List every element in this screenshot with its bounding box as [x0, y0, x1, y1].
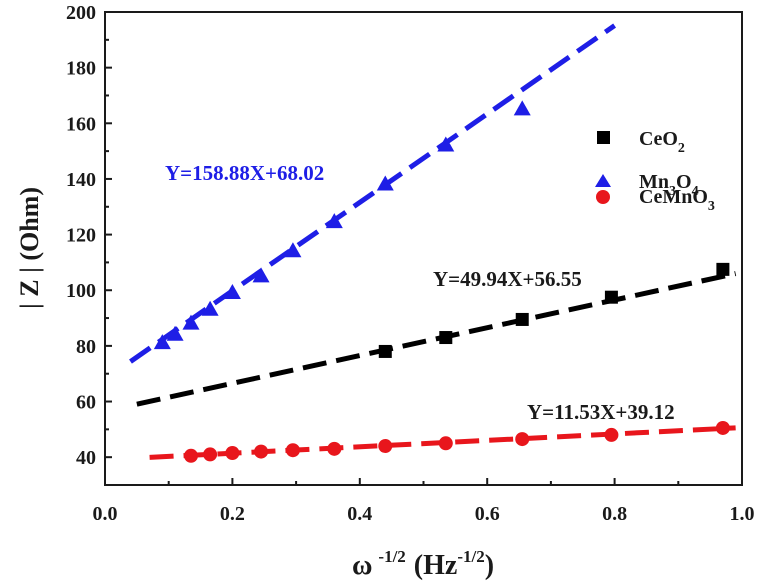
legend-marker-cemno3	[596, 190, 610, 204]
y-tick-label: 200	[66, 2, 96, 24]
y-tick-label: 160	[66, 113, 96, 135]
fit-line-series-1	[129, 23, 617, 364]
x-axis-unit-exp: -1/2	[457, 547, 484, 566]
data-point-series-1	[325, 213, 343, 229]
data-point-series-1	[153, 334, 171, 350]
data-point-series-1	[166, 325, 184, 341]
y-tick-label: 140	[66, 169, 96, 191]
data-point-series-0	[604, 290, 618, 304]
fit-equation-mn3o4: Y=158.88X+68.02	[165, 161, 324, 185]
data-point-series-0	[378, 344, 392, 358]
data-point-series-1	[201, 300, 219, 316]
fit-line-series-0	[136, 271, 737, 407]
data-point-series-0	[515, 312, 529, 326]
data-point-series-1	[284, 242, 302, 258]
x-tick-label: 1.0	[730, 503, 755, 525]
x-axis-symbol-exp: -1/2	[378, 547, 405, 566]
data-point-series-1	[376, 175, 394, 191]
data-point-series-2	[378, 439, 393, 454]
data-point-series-1	[223, 284, 241, 300]
data-point-series-2	[225, 446, 240, 461]
data-point-series-2	[604, 427, 619, 442]
x-axis-title: ω -1/2 (Hz-1/2)	[352, 547, 494, 581]
x-axis-unit-open: (Hz	[414, 550, 458, 581]
data-point-series-1	[513, 100, 531, 116]
legend-label-mn3o4: Mn3O4	[639, 171, 699, 199]
y-axis-title: | Z | (Ohm)	[15, 187, 44, 309]
x-tick-label: 0.6	[475, 503, 500, 525]
data-point-series-2	[715, 420, 730, 435]
x-axis-unit-close: )	[485, 550, 494, 581]
legend-marker-mn3o4	[595, 174, 611, 187]
legend: CeO2 Mn3O4 CeMnO3	[595, 128, 715, 214]
data-point-series-2	[183, 448, 198, 463]
data-point-series-2	[203, 447, 218, 462]
fit-equation-ceo2: Y=49.94X+56.55	[433, 267, 582, 291]
data-point-series-2	[285, 443, 300, 458]
data-point-series-2	[515, 432, 530, 447]
x-tick-label: 0.4	[347, 503, 372, 525]
data-point-series-0	[716, 262, 730, 276]
x-axis-symbol: ω	[352, 550, 372, 581]
data-point-series-1	[182, 314, 200, 330]
y-tick-label: 60	[76, 392, 96, 414]
data-point-series-0	[439, 331, 453, 345]
axis-ticks: 0.0 0.2 0.4 0.6 0.8 1.0 40 60 80 100 120 140 160 180 2…	[66, 2, 755, 525]
fit-equation-cemno3: Y=11.53X+39.12	[527, 400, 675, 424]
y-tick-label: 100	[66, 280, 96, 302]
legend-marker-ceo2	[597, 131, 610, 144]
data-point-series-1	[252, 267, 270, 283]
y-tick-label: 40	[76, 447, 96, 469]
x-tick-label: 0.2	[220, 503, 245, 525]
y-tick-label: 120	[66, 225, 96, 247]
y-tick-label: 180	[66, 58, 96, 80]
data-point-series-2	[438, 436, 453, 451]
fit-lines	[129, 23, 737, 460]
x-tick-label: 0.8	[602, 503, 627, 525]
x-tick-label: 0.0	[93, 503, 118, 525]
data-point-series-2	[254, 444, 269, 459]
y-tick-label: 80	[76, 336, 96, 358]
data-point-series-1	[437, 136, 455, 152]
legend-label-ceo2: CeO2	[639, 128, 685, 156]
data-markers	[153, 100, 730, 463]
data-point-series-2	[327, 441, 342, 456]
legend-label-cemno3: CeMnO3	[639, 186, 715, 214]
